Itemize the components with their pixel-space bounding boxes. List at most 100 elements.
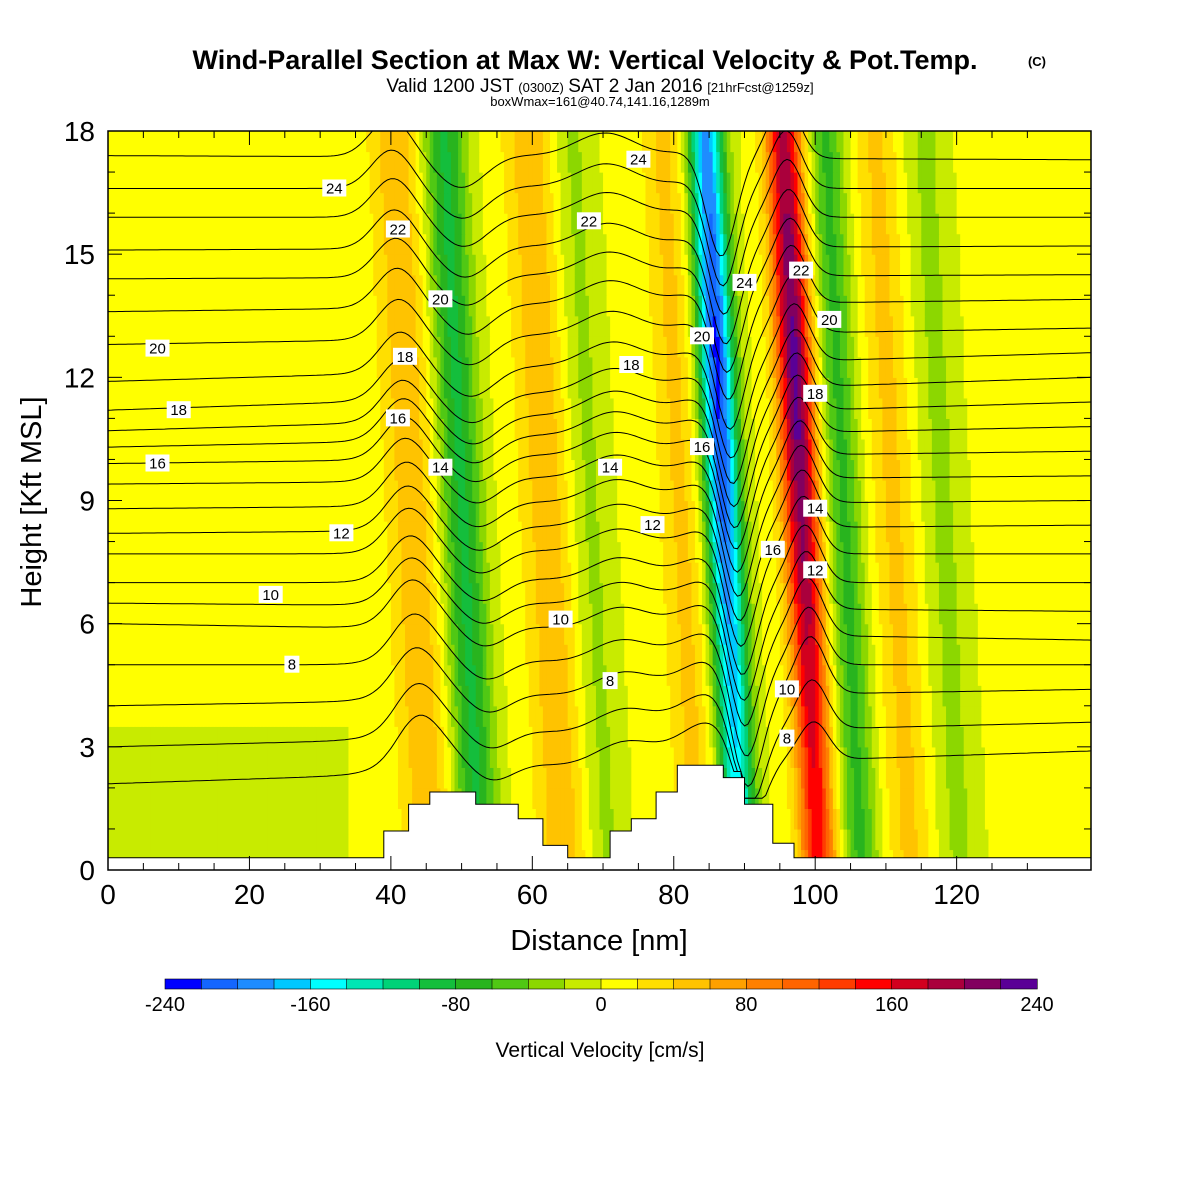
heatmap-cell bbox=[914, 521, 919, 543]
heatmap-cell bbox=[712, 623, 717, 645]
heatmap-cell bbox=[224, 828, 229, 851]
heatmap-cell bbox=[949, 808, 954, 830]
heatmap-cell bbox=[387, 787, 392, 810]
heatmap-cell bbox=[917, 644, 922, 666]
heatmap-cell bbox=[829, 726, 834, 748]
heatmap-cell bbox=[903, 582, 908, 604]
heatmap-cell bbox=[811, 828, 816, 851]
heatmap-cell bbox=[242, 726, 247, 748]
heatmap-cell bbox=[298, 808, 304, 830]
heatmap-cell bbox=[723, 582, 728, 604]
heatmap-cell bbox=[1055, 746, 1060, 768]
heatmap-cell bbox=[1055, 664, 1060, 686]
heatmap-cell bbox=[762, 582, 767, 604]
heatmap-cell bbox=[146, 623, 152, 645]
heatmap-cell bbox=[228, 808, 233, 830]
heatmap-cell bbox=[511, 767, 516, 789]
heatmap-cell bbox=[429, 726, 434, 748]
heatmap-cell bbox=[712, 603, 717, 625]
heatmap-cell bbox=[298, 664, 304, 686]
heatmap-cell bbox=[383, 603, 388, 625]
heatmap-cell bbox=[938, 500, 944, 522]
heatmap-cell bbox=[263, 664, 268, 686]
heatmap-cell bbox=[1002, 562, 1007, 584]
heatmap-cell bbox=[758, 726, 763, 748]
heatmap-cell bbox=[1041, 767, 1046, 789]
heatmap-cell bbox=[949, 582, 954, 604]
heatmap-cell bbox=[765, 705, 770, 727]
heatmap-cell bbox=[355, 541, 360, 563]
heatmap-cell bbox=[861, 808, 866, 830]
heatmap-cell bbox=[854, 562, 859, 584]
heatmap-cell bbox=[627, 582, 632, 604]
heatmap-cell bbox=[595, 705, 601, 727]
heatmap-cell bbox=[1062, 623, 1067, 645]
heatmap-cell bbox=[620, 603, 625, 625]
heatmap-cell bbox=[267, 664, 272, 686]
heatmap-cell bbox=[585, 705, 590, 727]
heatmap-cell bbox=[638, 767, 643, 789]
heatmap-cell bbox=[454, 767, 459, 789]
heatmap-cell bbox=[737, 562, 742, 584]
heatmap-cell bbox=[1066, 562, 1071, 584]
heatmap-cell bbox=[617, 521, 622, 543]
heatmap-cell bbox=[532, 787, 537, 810]
heatmap-cell bbox=[613, 603, 618, 625]
heatmap-cell bbox=[818, 603, 823, 625]
heatmap-cell bbox=[199, 521, 205, 543]
heatmap-cell bbox=[1023, 500, 1028, 522]
heatmap-cell bbox=[946, 562, 951, 584]
heatmap-cell bbox=[298, 623, 304, 645]
heatmap-cell bbox=[988, 808, 993, 830]
heatmap-cell bbox=[298, 828, 304, 851]
heatmap-cell bbox=[224, 746, 229, 768]
heatmap-cell bbox=[146, 705, 152, 727]
heatmap-cell bbox=[245, 726, 251, 748]
heatmap-cell bbox=[1020, 664, 1025, 686]
heatmap-cell bbox=[938, 767, 944, 789]
heatmap-cell bbox=[351, 828, 357, 851]
heatmap-cell bbox=[882, 521, 887, 543]
heatmap-cell bbox=[836, 562, 841, 584]
heatmap-cell bbox=[861, 562, 866, 584]
heatmap-cell bbox=[1045, 808, 1050, 830]
heatmap-cell bbox=[949, 767, 954, 789]
heatmap-cell bbox=[245, 582, 251, 604]
heatmap-cell bbox=[1009, 582, 1014, 604]
heatmap-cell bbox=[426, 582, 431, 604]
heatmap-cell bbox=[458, 521, 463, 543]
heatmap-cell bbox=[808, 541, 813, 563]
heatmap-cell bbox=[645, 746, 650, 768]
heatmap-cell bbox=[737, 541, 742, 563]
heatmap-cell bbox=[1030, 726, 1036, 748]
heatmap-cell bbox=[383, 644, 388, 666]
heatmap-cell bbox=[306, 705, 311, 727]
heatmap-cell bbox=[900, 582, 905, 604]
heatmap-cell bbox=[811, 787, 816, 810]
heatmap-cell bbox=[327, 603, 332, 625]
heatmap-cell bbox=[129, 582, 134, 604]
heatmap-cell bbox=[914, 787, 919, 810]
heatmap-cell bbox=[161, 685, 166, 707]
heatmap-cell bbox=[1076, 521, 1081, 543]
heatmap-cell bbox=[171, 787, 176, 810]
heatmap-cell bbox=[412, 562, 417, 584]
heatmap-cell bbox=[359, 521, 364, 543]
heatmap-cell bbox=[129, 787, 134, 810]
heatmap-cell bbox=[295, 500, 300, 522]
heatmap-cell bbox=[313, 541, 318, 563]
heatmap-cell bbox=[115, 644, 120, 666]
heatmap-cell bbox=[465, 521, 470, 543]
heatmap-cell bbox=[284, 623, 289, 645]
heatmap-cell bbox=[900, 664, 905, 686]
heatmap-cell bbox=[861, 685, 866, 707]
heatmap-cell bbox=[627, 500, 632, 522]
heatmap-cell bbox=[1006, 582, 1011, 604]
heatmap-cell bbox=[564, 685, 569, 707]
heatmap-cell bbox=[1006, 767, 1011, 789]
heatmap-cell bbox=[161, 521, 166, 543]
heatmap-cell bbox=[910, 582, 915, 604]
heatmap-cell bbox=[857, 705, 862, 727]
heatmap-cell bbox=[136, 500, 141, 522]
heatmap-cell bbox=[1027, 808, 1032, 830]
